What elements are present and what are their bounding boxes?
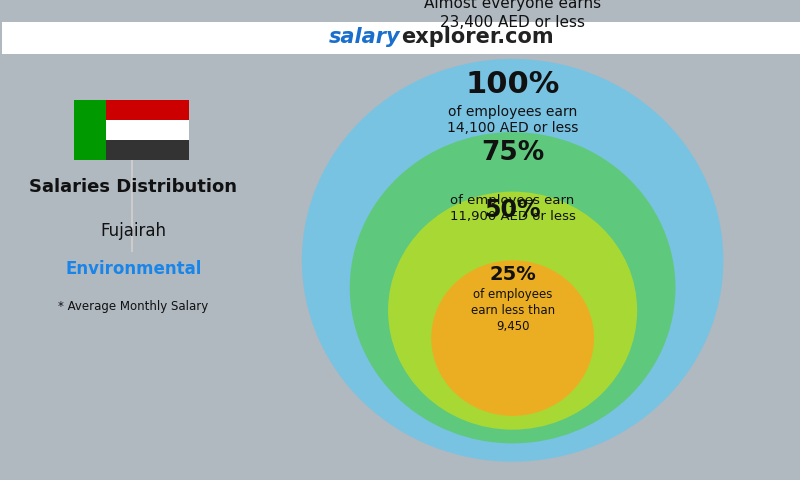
Text: 75%: 75% [481, 140, 544, 166]
Text: * Average Monthly Salary: * Average Monthly Salary [58, 300, 209, 312]
Text: explorer.com: explorer.com [401, 27, 554, 47]
Text: Almost everyone earns: Almost everyone earns [424, 0, 601, 12]
Ellipse shape [302, 59, 723, 462]
Text: of employees earn: of employees earn [448, 105, 578, 119]
Text: salary: salary [330, 27, 401, 47]
Bar [106, 140, 190, 159]
Text: 100%: 100% [466, 70, 560, 98]
Text: of employees earn: of employees earn [450, 194, 574, 207]
Bar [106, 100, 190, 120]
Ellipse shape [388, 192, 637, 430]
Text: 14,100 AED or less: 14,100 AED or less [447, 120, 578, 134]
Text: 25%: 25% [490, 264, 536, 284]
Ellipse shape [431, 260, 594, 416]
Text: 9,450: 9,450 [496, 320, 530, 333]
Text: Environmental: Environmental [66, 261, 202, 278]
Bar [2, 20, 800, 54]
Text: 11,900 AED or less: 11,900 AED or less [450, 210, 575, 223]
Text: Fujairah: Fujairah [101, 222, 166, 240]
Text: Salaries Distribution: Salaries Distribution [30, 178, 238, 196]
Bar [106, 120, 190, 140]
Text: earn less than: earn less than [470, 304, 554, 317]
Text: 50%: 50% [484, 198, 541, 222]
Bar [74, 100, 106, 159]
Ellipse shape [350, 132, 675, 444]
Text: 23,400 AED or less: 23,400 AED or less [440, 15, 585, 30]
Text: of employees: of employees [473, 288, 552, 301]
